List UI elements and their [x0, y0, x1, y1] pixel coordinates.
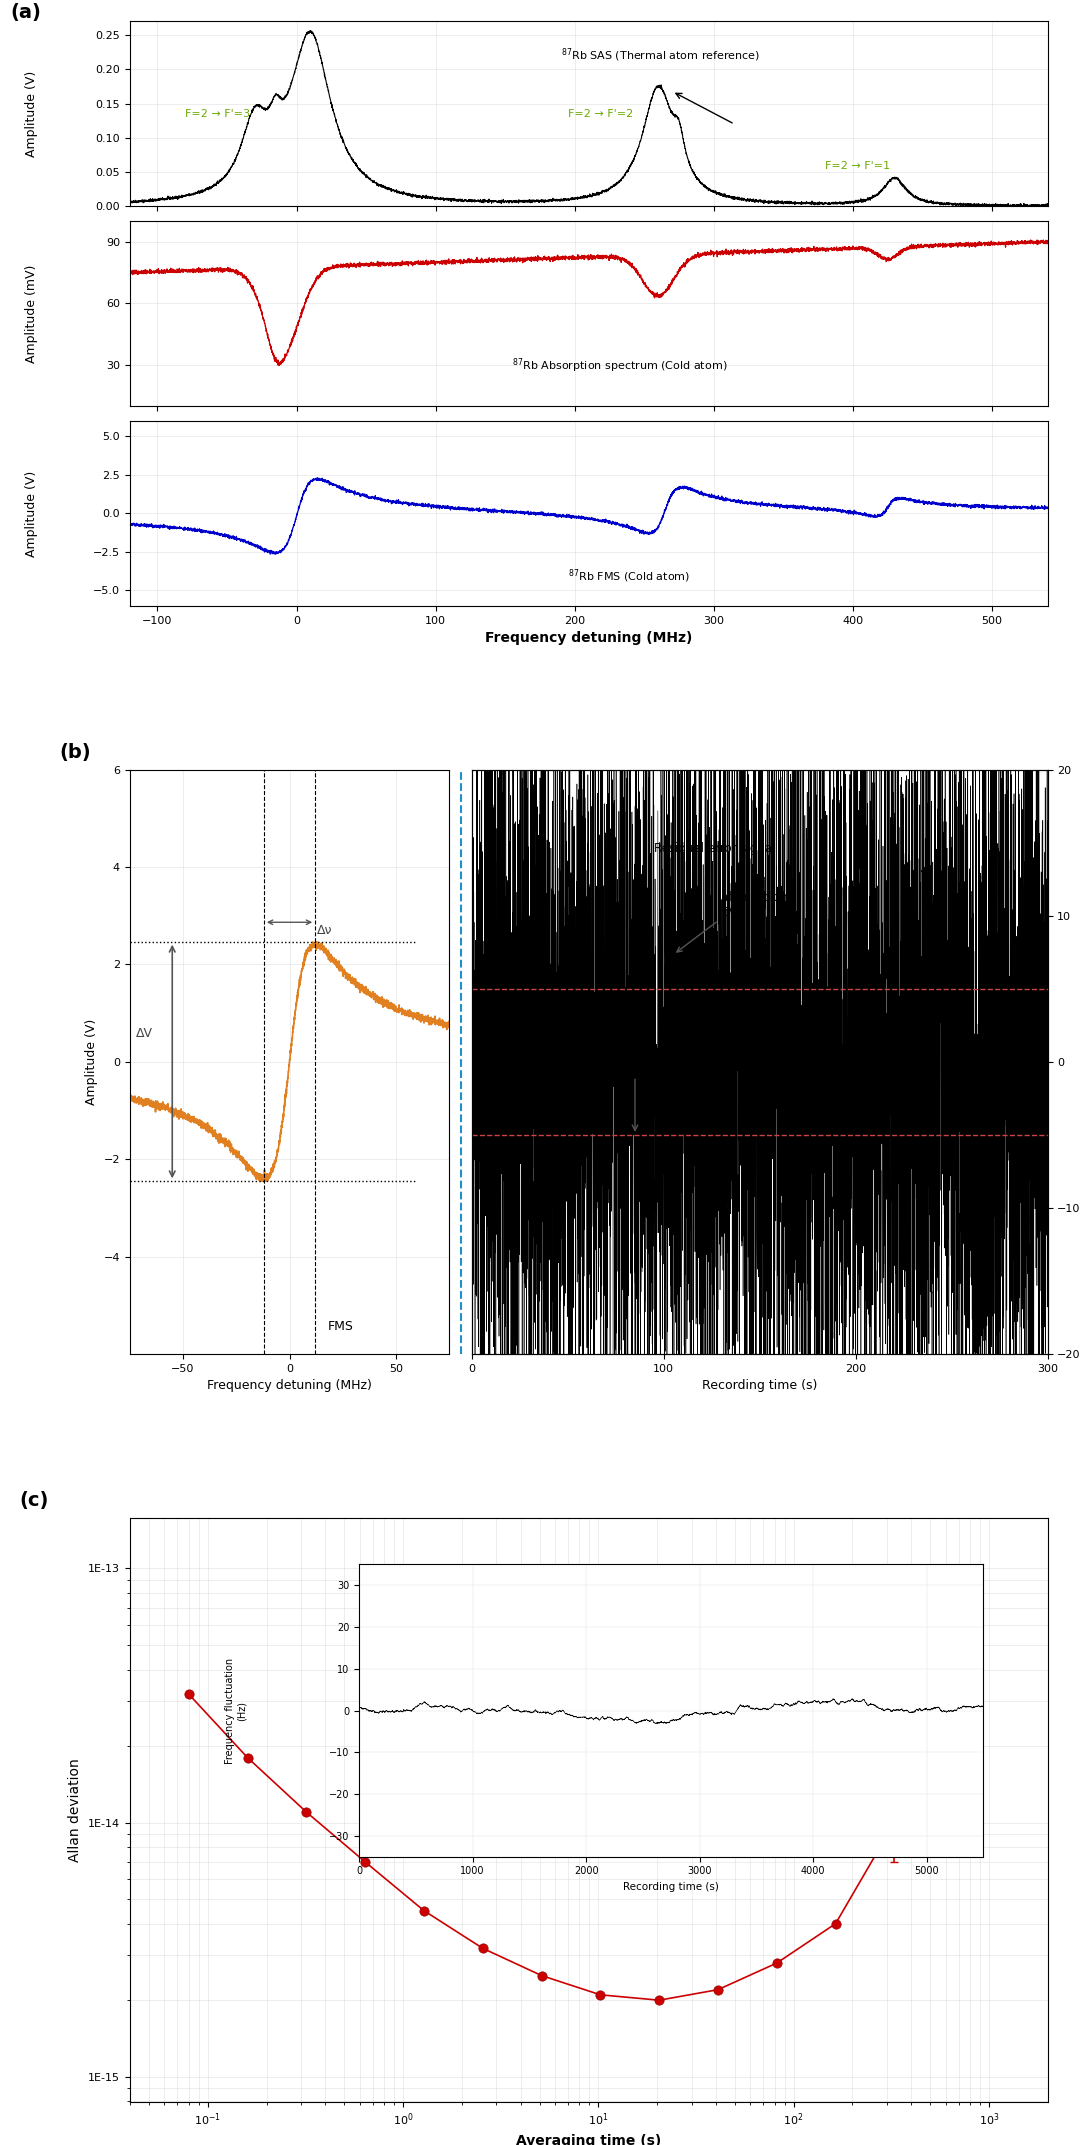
Text: (c): (c): [19, 1491, 49, 1510]
Point: [298, 1795, 315, 1830]
Text: F=2 → F'=1: F=2 → F'=1: [825, 161, 890, 172]
Text: after locking: after locking: [721, 890, 795, 903]
Text: ΔV: ΔV: [136, 1027, 153, 1040]
Text: (b): (b): [59, 742, 91, 761]
X-axis label: Averaging time (s): Averaging time (s): [516, 2134, 661, 2145]
X-axis label: Recording time (s): Recording time (s): [702, 1379, 818, 1392]
Point: [945, 1705, 962, 1740]
Point: [239, 1740, 256, 1774]
Point: [710, 1973, 727, 2008]
Point: [592, 1978, 609, 2012]
Text: FMS: FMS: [328, 1319, 354, 1332]
Text: Δν: Δν: [318, 924, 333, 937]
Point: [886, 1806, 903, 1840]
Point: [180, 1677, 198, 1712]
X-axis label: Frequency detuning (MHz): Frequency detuning (MHz): [485, 631, 692, 646]
Y-axis label: Amplitude (V): Amplitude (V): [25, 470, 38, 556]
Point: [474, 1930, 491, 1965]
Text: (a): (a): [11, 2, 41, 21]
Point: [650, 1982, 667, 2016]
Text: $^{87}$Rb FMS (Cold atom): $^{87}$Rb FMS (Cold atom): [568, 566, 690, 586]
Text: F=2 → F'=3: F=2 → F'=3: [186, 109, 251, 120]
Point: [356, 1845, 374, 1879]
Text: $^{87}$Rb Absorption spectrum (Cold atom): $^{87}$Rb Absorption spectrum (Cold atom…: [512, 356, 728, 375]
Text: Residual error signal: Residual error signal: [654, 843, 775, 856]
Text: $^{87}$Rb SAS (Thermal atom reference): $^{87}$Rb SAS (Thermal atom reference): [561, 47, 760, 64]
Y-axis label: Amplitude (V): Amplitude (V): [85, 1019, 98, 1105]
Text: δV: δV: [677, 905, 738, 952]
Y-axis label: Amplitude (V): Amplitude (V): [25, 71, 38, 157]
Text: F=2 → F'=2: F=2 → F'=2: [568, 109, 633, 120]
Point: [416, 1894, 433, 1928]
Point: [532, 1958, 550, 1993]
Point: [768, 1946, 785, 1980]
X-axis label: Frequency detuning (MHz): Frequency detuning (MHz): [207, 1379, 372, 1392]
Point: [827, 1907, 845, 1941]
Y-axis label: Amplitude (mV): Amplitude (mV): [25, 264, 38, 363]
Y-axis label: Allan deviation: Allan deviation: [68, 1759, 82, 1862]
